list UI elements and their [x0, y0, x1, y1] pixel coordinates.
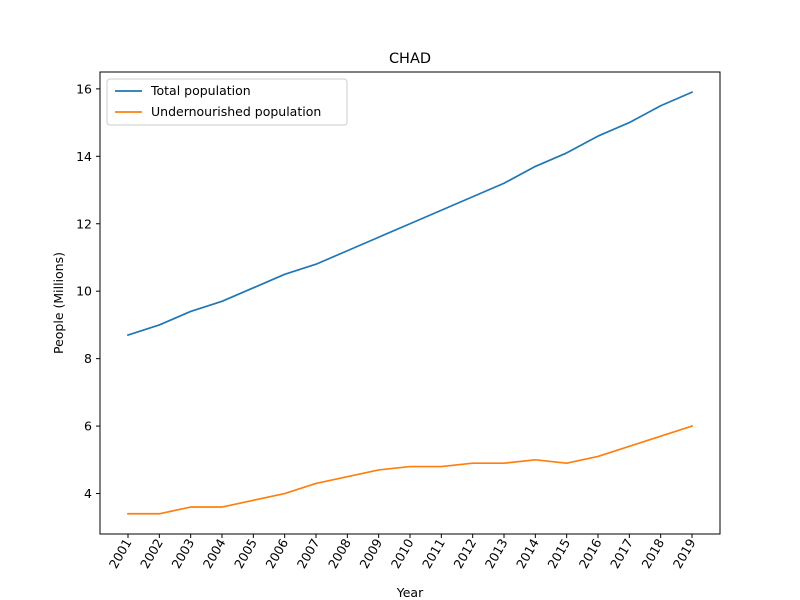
x-axis-label: Year	[396, 585, 424, 600]
legend-box	[106, 78, 348, 126]
y-axis: 4 6 8 10 12 14 16	[76, 81, 100, 501]
y-tick-label: 14	[76, 149, 92, 164]
y-tick-label: 10	[76, 284, 92, 299]
y-tick-label: 8	[84, 351, 92, 366]
legend-label-total-population: Total population	[150, 83, 251, 98]
series-line-total-population	[126, 91, 694, 337]
y-tick-label: 4	[84, 486, 92, 501]
series-layer	[126, 91, 694, 515]
chart-title: CHAD	[389, 51, 431, 67]
series-line-undernourished-population	[127, 425, 694, 515]
legend-label-undernourished-population: Undernourished population	[151, 104, 321, 119]
legend: Total population Undernourished populati…	[106, 78, 348, 126]
y-tick-label: 12	[76, 216, 92, 231]
y-tick-label: 16	[76, 81, 92, 96]
y-tick-label: 6	[84, 419, 92, 434]
y-axis-label: People (Millions)	[51, 252, 66, 354]
